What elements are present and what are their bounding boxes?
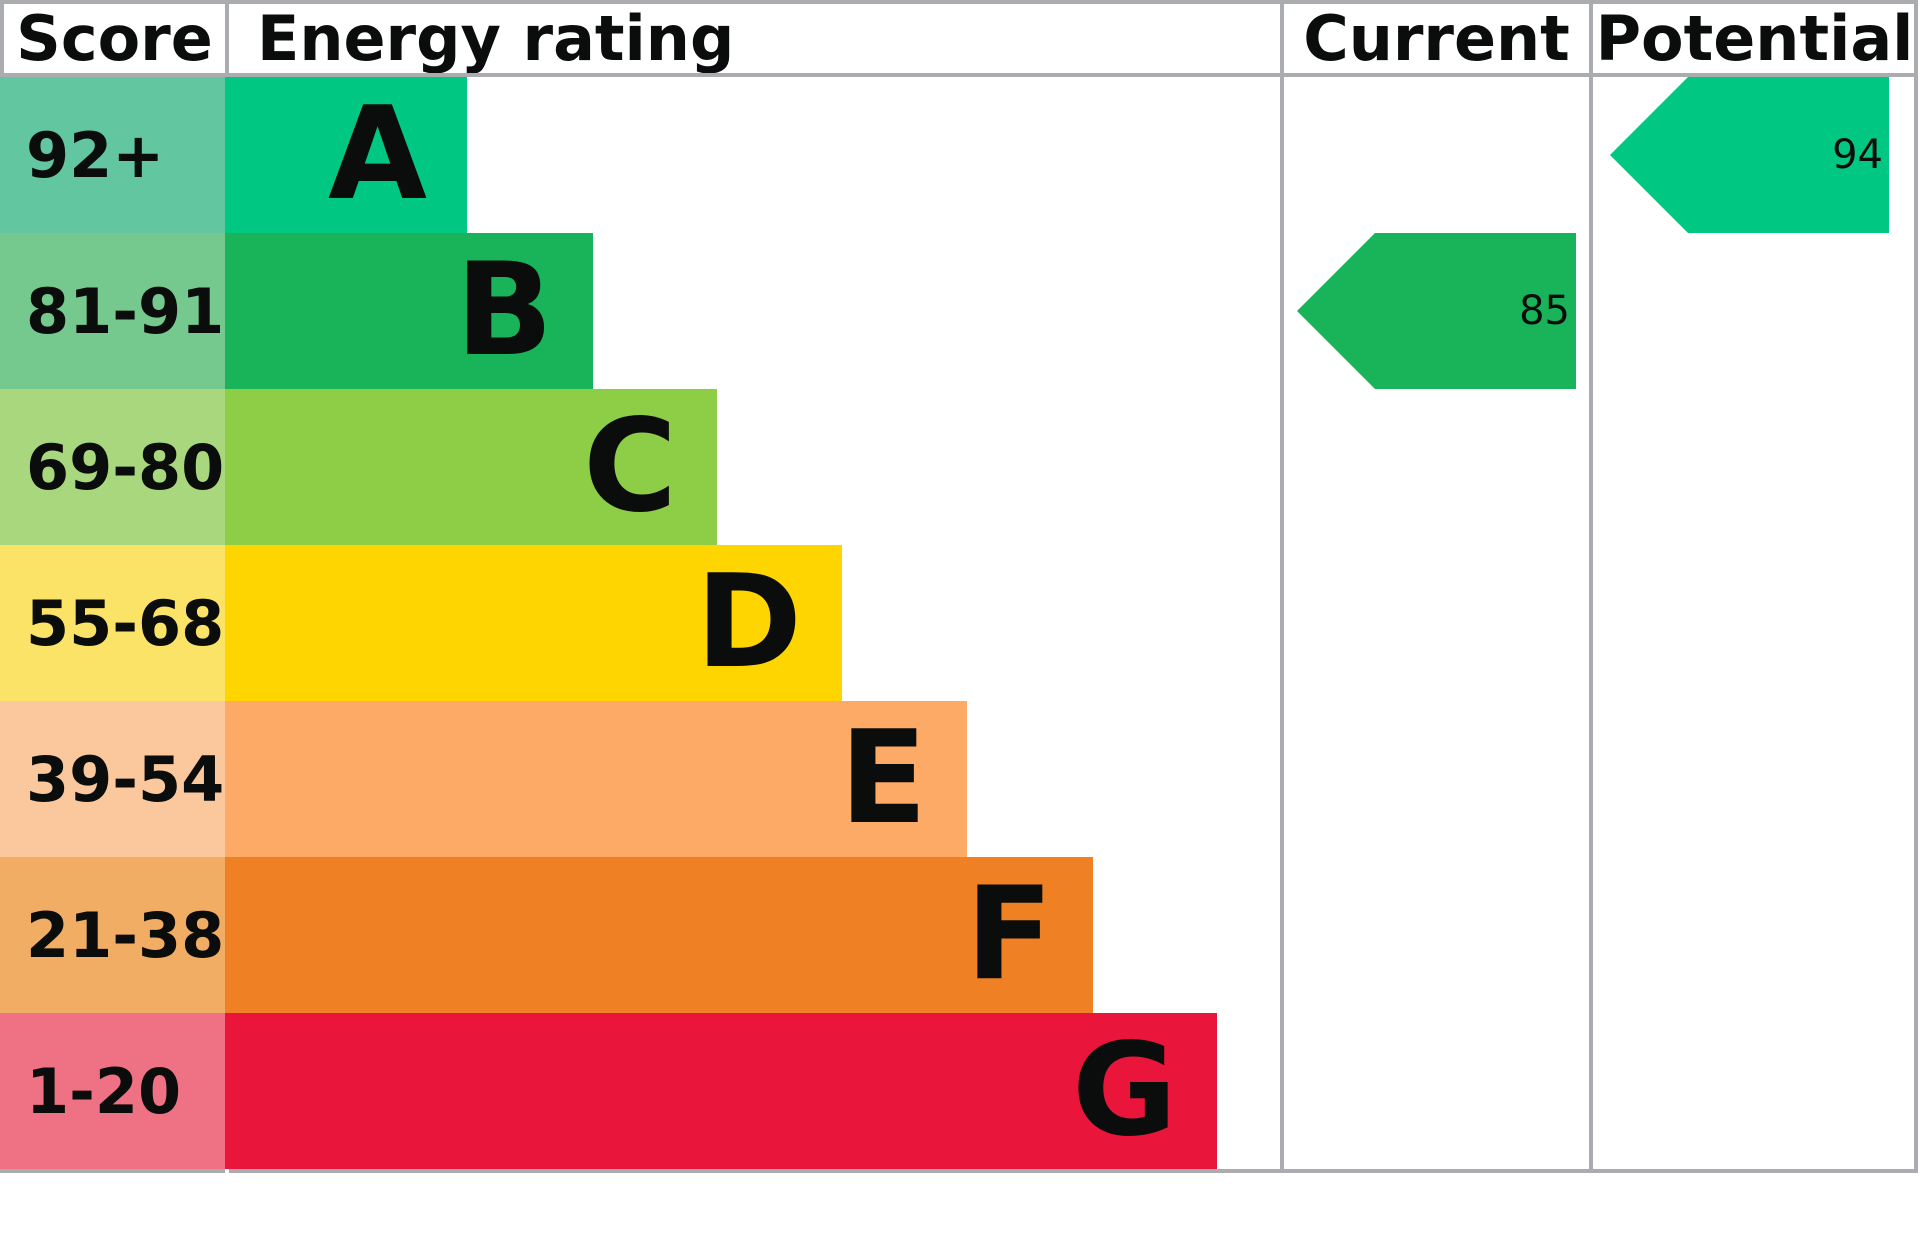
table-border-header-bottom [0, 73, 1918, 77]
band-g-letter: G [1071, 1016, 1177, 1165]
table-border-energy-current [1280, 0, 1284, 1173]
band-row-d: 55-68 D [0, 545, 842, 701]
band-e-bar: E [225, 701, 967, 857]
header-score-label: Score [16, 2, 213, 75]
header-potential: Potential [1595, 2, 1914, 75]
band-row-g: 1-20 G [0, 1013, 1217, 1169]
band-a-letter: A [327, 80, 427, 229]
band-b-letter: B [455, 236, 553, 385]
header-energy-rating-label: Energy rating [257, 2, 735, 75]
table-border-top [0, 0, 1918, 4]
band-d-score-range: 55-68 [0, 545, 225, 701]
band-row-e: 39-54 E [0, 701, 967, 857]
band-row-c: 69-80 C [0, 389, 717, 545]
band-d-bar: D [225, 545, 842, 701]
band-g-score-range: 1-20 [0, 1013, 225, 1169]
band-row-b: 81-91 B [0, 233, 593, 389]
potential-rating-arrow: 94 [1610, 77, 1889, 233]
band-b-score-range: 81-91 [0, 233, 225, 389]
table-border-bottom-right [229, 1169, 1918, 1173]
band-row-f: 21-38 F [0, 857, 1093, 1013]
table-border-current-potential [1589, 0, 1593, 1173]
band-f-bar: F [225, 857, 1093, 1013]
table-border-right [1914, 0, 1918, 1173]
current-rating-arrow: 85 [1297, 233, 1576, 389]
band-g-bar: G [225, 1013, 1217, 1169]
band-d-letter: D [695, 548, 802, 697]
table-border-bottom-left [0, 1169, 225, 1173]
band-c-score-range: 69-80 [0, 389, 225, 545]
header-energy-rating: Energy rating [229, 2, 1280, 75]
band-row-a: 92+ A [0, 77, 467, 233]
band-e-score-range: 39-54 [0, 701, 225, 857]
header-score: Score [4, 2, 225, 75]
band-f-score-range: 21-38 [0, 857, 225, 1013]
header-current: Current [1284, 2, 1589, 75]
current-rating-value: 85 [1519, 288, 1570, 334]
band-c-letter: C [583, 392, 677, 541]
table-border-score-energy [225, 0, 229, 77]
band-c-bar: C [225, 389, 717, 545]
header-potential-label: Potential [1595, 2, 1914, 75]
band-a-bar: A [225, 77, 467, 233]
band-a-score-range: 92+ [0, 77, 225, 233]
header-current-label: Current [1303, 2, 1570, 75]
band-f-letter: F [965, 860, 1053, 1009]
table-border-left-header [0, 0, 4, 77]
band-e-letter: E [839, 704, 927, 853]
potential-rating-value: 94 [1832, 132, 1883, 178]
band-b-bar: B [225, 233, 593, 389]
